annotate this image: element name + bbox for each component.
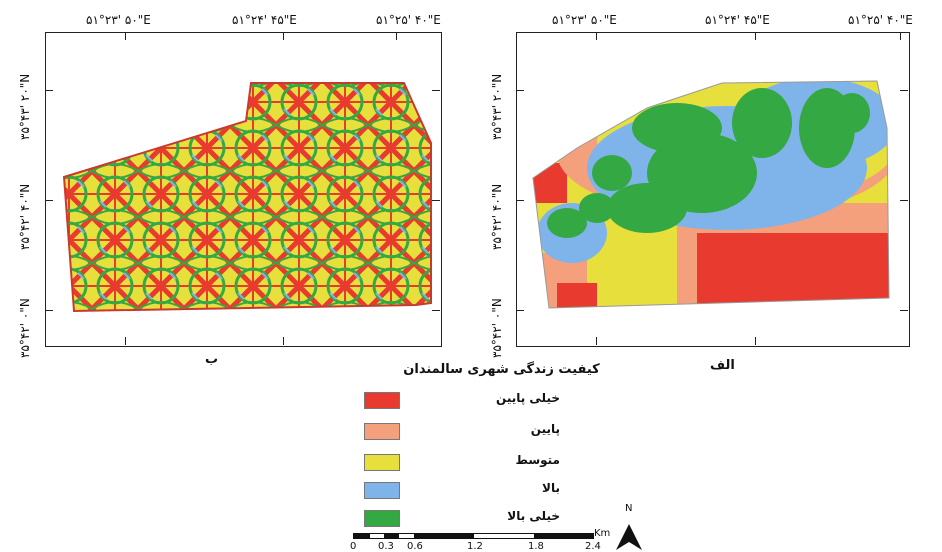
quality-map-alef — [532, 80, 890, 309]
latitude-label: ۳۵°۴۲' ۰"N — [18, 298, 32, 358]
legend-title: کیفیت زندگی شهری سالمندان — [403, 362, 600, 377]
legend-swatch-very-low — [364, 392, 400, 409]
legend-swatch-medium — [364, 454, 400, 471]
latitude-label: ۳۵°۴۲' ۴۰"N — [490, 183, 504, 250]
map-panel-alef — [516, 32, 910, 347]
scale-tick: 0 — [350, 541, 357, 552]
latitude-label: ۳۵°۴۲' ۰"N — [490, 298, 504, 358]
latitude-label: ۳۵°۴۳' ۲۰"N — [490, 73, 504, 140]
scale-tick: 1.2 — [467, 541, 483, 552]
scale-bar — [353, 533, 594, 539]
legend-label-medium: متوسط — [515, 453, 560, 467]
latitude-label: ۳۵°۴۲' ۴۰"N — [18, 183, 32, 250]
legend-label-very-high: خیلی بالا — [507, 509, 560, 523]
legend-swatch-very-high — [364, 510, 400, 527]
longitude-label: ۵۱°۲۳' ۵۰"E — [552, 13, 617, 27]
longitude-label: ۵۱°۲۳' ۵۰"E — [86, 13, 151, 27]
north-label: N — [625, 503, 633, 514]
longitude-label: ۵۱°۲۵' ۴۰"E — [848, 13, 913, 27]
scale-tick: 0.6 — [407, 541, 423, 552]
scale-tick: 2.4 — [585, 541, 601, 552]
legend-swatch-low — [364, 423, 400, 440]
map-panel-b — [45, 32, 442, 347]
panel-label-b: ب — [205, 352, 219, 367]
scale-tick: 1.8 — [528, 541, 544, 552]
legend-label-low: پایین — [530, 422, 560, 436]
longitude-label: ۵۱°۲۴' ۴۵"E — [705, 13, 770, 27]
legend-label-high: بالا — [542, 481, 560, 495]
legend-swatch-high — [364, 482, 400, 499]
study-area-b — [62, 82, 432, 313]
quality-map-b — [62, 82, 432, 313]
study-area-alef — [532, 80, 890, 309]
scale-bar-unit: Km — [594, 528, 611, 539]
latitude-label: ۳۵°۴۳' ۲۰"N — [18, 73, 32, 140]
longitude-label: ۵۱°۲۴' ۴۵"E — [232, 13, 297, 27]
scale-tick: 0.3 — [378, 541, 394, 552]
legend-label-very-low: خیلی پایین — [496, 391, 560, 405]
panel-label-alef: الف — [710, 358, 735, 373]
north-arrow-icon — [616, 524, 642, 550]
longitude-label: ۵۱°۲۵' ۴۰"E — [376, 13, 441, 27]
